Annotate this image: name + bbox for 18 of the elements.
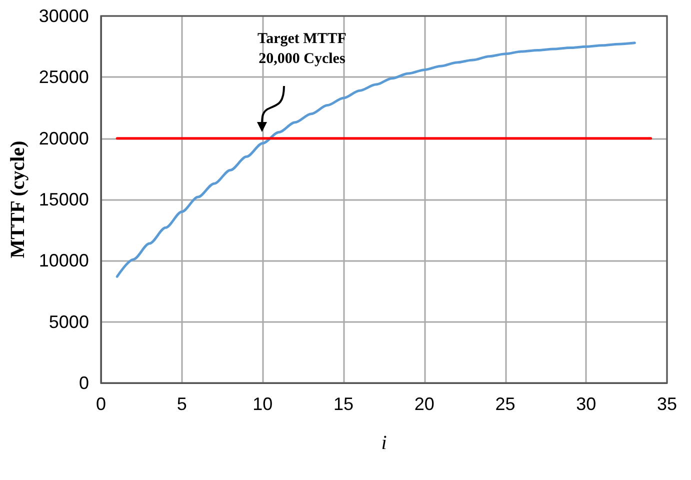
- x-tick-label: 5: [176, 394, 187, 414]
- x-tick-label: 30: [576, 394, 596, 414]
- y-tick-label: 30000: [38, 6, 89, 26]
- y-tick-label: 15000: [38, 190, 89, 210]
- y-tick-label: 25000: [38, 67, 89, 88]
- annotation: Target MTTF 20,000 Cycles: [257, 31, 346, 67]
- x-axis-title: i: [381, 432, 387, 454]
- y-tick-label: 0: [78, 373, 89, 393]
- y-axis-title: MTTF (cycle): [7, 140, 29, 258]
- x-tick-label: 25: [495, 394, 516, 414]
- y-tick-label: 20000: [38, 128, 89, 148]
- y-tick-label: 5000: [48, 312, 89, 332]
- x-tick-label: 0: [96, 394, 106, 414]
- x-tick-label: 15: [334, 394, 354, 414]
- x-tick-label: 20: [414, 394, 434, 414]
- y-tick-label: 10000: [38, 250, 89, 271]
- x-tick-label: 10: [252, 394, 273, 414]
- x-tick-label: 35: [656, 394, 678, 414]
